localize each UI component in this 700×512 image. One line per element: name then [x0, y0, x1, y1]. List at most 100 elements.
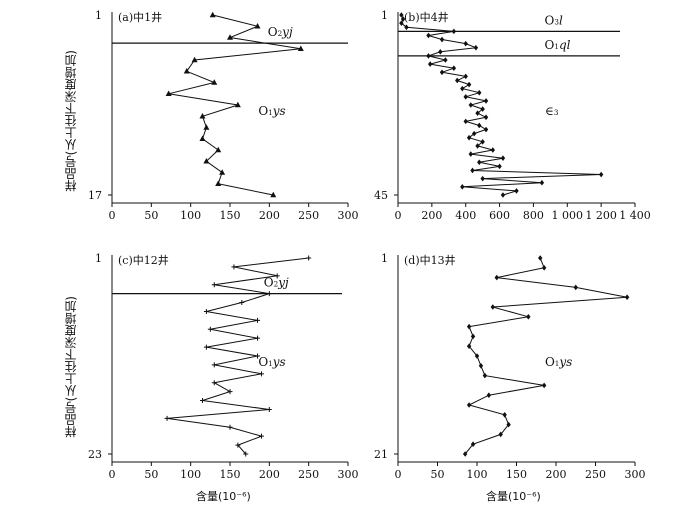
panel-2-data-point: [439, 36, 445, 43]
panel-4-data-point: [541, 382, 547, 389]
panel-3-data-point: [239, 300, 245, 306]
panel-2-data-point: [463, 73, 468, 80]
panel-4-data-point: [482, 372, 488, 379]
panel-4-data-point: [538, 255, 543, 261]
panel-4-data-point: [486, 392, 492, 398]
panel-3-xtick-label: 250: [298, 468, 319, 481]
panel-2-data-point: [480, 139, 485, 145]
panel-2-data-point: [468, 151, 473, 157]
panel-3-data-point: [255, 317, 261, 323]
panel-1-xtick-label: 200: [259, 209, 280, 222]
panel-4-data-point: [506, 421, 511, 428]
panel-3-title: (c)中12井: [118, 253, 169, 267]
panel-1-data-point: [165, 90, 172, 96]
panel-1-data-point: [191, 56, 198, 63]
panel-2-data-point: [399, 20, 404, 26]
panel-4-xtick-label: 250: [585, 468, 606, 481]
panel-3-data-point: [243, 451, 249, 457]
panel-4-xtick-label: 150: [506, 468, 527, 481]
panel-2-data-point: [514, 188, 519, 194]
panel-1-zone-label: O1ys: [258, 104, 285, 118]
y-axis-label-bottom: 样品号(从上往下深度增加): [64, 296, 78, 438]
panel-2-data-point: [400, 16, 406, 22]
panel-1-data-point: [203, 158, 210, 164]
panel-4-ytick-label-last: 21: [374, 448, 388, 461]
panel-2-data-point: [477, 89, 482, 96]
x-axis-label-right: 含量(10⁻⁶): [486, 490, 541, 503]
panel-2-data-point: [497, 163, 502, 170]
panel-2-data-point: [451, 28, 457, 35]
panel-4-xtick-label: 50: [431, 468, 445, 481]
panel-2-xtick-label: 400: [455, 209, 476, 222]
panel-2-xtick-label: 1 000: [552, 209, 584, 222]
panel-1-xtick-label: 150: [220, 209, 241, 222]
panel-4-data-point: [466, 343, 472, 349]
panel-4-ytick-label-first: 1: [381, 252, 388, 265]
panel-2-data-point: [463, 118, 468, 125]
panel-2-data-point: [468, 102, 473, 108]
panel-1-data-point: [254, 23, 261, 29]
panel-1-xtick-label: 50: [144, 209, 158, 222]
panel-2-data-point: [598, 171, 604, 178]
panel-2-data-point: [438, 49, 443, 55]
panel-4-data-point: [462, 451, 468, 457]
panel-1-data-point: [234, 101, 241, 108]
panel-4-xtick-label: 100: [467, 468, 488, 481]
panel-1-boundary-label: O2yj: [268, 25, 293, 39]
panel-2-data-point: [455, 77, 460, 84]
panel-1-xtick-label: 100: [180, 209, 201, 222]
panel-3-zone-label: O1ys: [258, 355, 285, 369]
panel-2-data-point: [475, 110, 480, 116]
panel-4-data-point: [490, 304, 495, 310]
panel-2-ytick-label-last: 45: [374, 189, 388, 202]
panel-2-xtick-label: 600: [489, 209, 510, 222]
panel-4-data-point: [573, 284, 578, 291]
panel-4-data-point: [470, 333, 476, 340]
panel-3-data-point: [211, 362, 217, 368]
panel-3-data-point: [255, 335, 261, 341]
panel-3-data-point: [227, 424, 233, 430]
panel-3-data-point: [207, 326, 213, 332]
panel-2-data-point: [475, 143, 480, 149]
panel-2-data-point: [473, 44, 479, 51]
panel-2-data-point: [483, 126, 489, 133]
panel-3-data-point: [266, 291, 272, 297]
panel-2-data-point: [470, 167, 475, 174]
panel-2-data-point: [451, 65, 457, 71]
panel-2-data-point: [426, 53, 431, 59]
panel-2-ytick-label-first: 1: [381, 9, 388, 22]
panel-1-xtick-label: 300: [338, 209, 359, 222]
panel-3-data-point: [231, 264, 237, 270]
panel-4-zone-label: O1ys: [545, 355, 572, 369]
panel-3-boundary-label: O2yj: [264, 276, 289, 290]
panel-4-data-point: [474, 353, 480, 359]
panel-2-xtick-label: 1 400: [619, 209, 651, 222]
panel-1-data-point: [209, 11, 216, 18]
panel-3-ytick-label-first: 1: [95, 252, 102, 265]
panel-1-data-point: [183, 68, 190, 74]
panel-3-data-point: [266, 406, 272, 412]
panel-2-data-point: [500, 155, 506, 161]
panel-4-data-point: [541, 265, 547, 271]
panel-2-data-point: [427, 61, 433, 67]
panel-1-ytick-label-first: 1: [95, 9, 102, 22]
panel-3-data-point: [255, 353, 261, 359]
panel-2-data-point: [463, 94, 468, 100]
panel-3-data-point: [258, 371, 264, 377]
panel-2-data-point: [480, 175, 485, 182]
panel-1-data-point: [199, 135, 206, 141]
panel-2-data-point: [463, 40, 468, 47]
panel-2-xtick-label: 0: [395, 209, 402, 222]
panel-2-data-point: [399, 12, 404, 18]
panel-1-xtick-label: 250: [298, 209, 319, 222]
panel-3-data-point: [258, 433, 264, 439]
panel-2-title: (b)中4井: [404, 10, 449, 24]
panel-2-data-point: [460, 184, 465, 190]
panel-4-data-point: [498, 431, 503, 438]
panel-3-data-point: [235, 442, 241, 448]
panel-2-series-line: [400, 14, 602, 196]
panel-1-data-point: [215, 180, 222, 186]
panel-4-xtick-label: 300: [625, 468, 646, 481]
panel-3-data-point: [203, 308, 209, 314]
